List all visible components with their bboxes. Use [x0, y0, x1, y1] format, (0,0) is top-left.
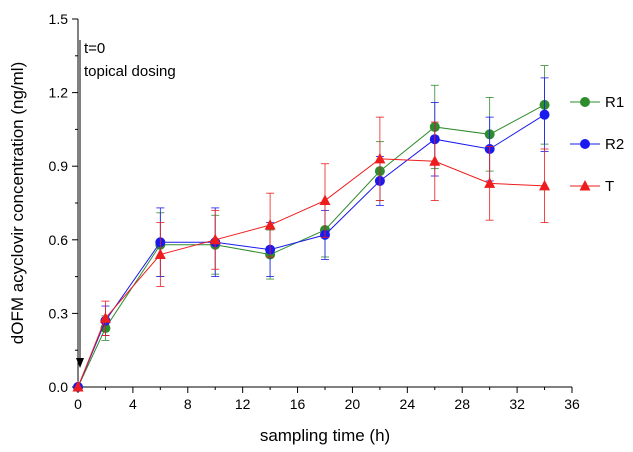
annotation-line-1: t=0: [84, 40, 105, 57]
x-tick-label: 16: [290, 396, 306, 412]
axes: 0 4 8 12 16 20 24 28 32 36 0.0 0.3 0.6 0.9 1.2 1.5: [49, 11, 580, 412]
y-tick-label: 1.5: [49, 11, 69, 27]
x-tick-label: 12: [235, 396, 251, 412]
legend-label: R1: [605, 94, 624, 111]
data-point: [539, 109, 550, 120]
legend-item-r1: R1: [570, 94, 624, 111]
series-t: [72, 116, 551, 392]
x-tick-label: 4: [129, 396, 137, 412]
series-r1: [73, 65, 550, 392]
x-tick-label: 24: [400, 396, 416, 412]
data-point: [99, 312, 111, 323]
data-point: [429, 155, 441, 166]
y-tick-label: 1.2: [49, 85, 69, 101]
y-tick-label: 0.0: [49, 379, 69, 395]
data-point: [72, 381, 84, 392]
data-point: [154, 248, 166, 260]
legend-item-r2: R2: [570, 136, 624, 153]
x-tick-label: 20: [345, 396, 361, 412]
legend: R1 R2 T: [570, 94, 624, 195]
y-axis-label: dOFM acyclovir concentration (ng/ml): [8, 62, 27, 344]
y-tick-label: 0.6: [49, 232, 69, 248]
y-tick-label: 0.3: [49, 305, 69, 321]
series-r2: [73, 77, 550, 392]
x-tick-label: 8: [184, 396, 192, 412]
x-tick-label: 32: [509, 396, 525, 412]
legend-label: T: [605, 178, 614, 195]
dosing-annotation: t=0 topical dosing: [76, 40, 176, 368]
data-point: [264, 219, 276, 230]
legend-label: R2: [605, 136, 624, 153]
dosing-arrow-head: [76, 358, 84, 368]
series-line: [77, 104, 545, 388]
data-point: [319, 194, 331, 206]
series-line: [77, 114, 545, 388]
legend-marker: [579, 180, 591, 191]
series-layer: [72, 65, 551, 392]
legend-marker: [580, 139, 590, 149]
annotation-line-2: topical dosing: [84, 63, 176, 80]
data-point: [539, 179, 551, 191]
x-axis-label: sampling time (h): [260, 426, 390, 445]
data-point: [209, 233, 221, 245]
legend-marker: [580, 97, 590, 107]
series-line: [77, 158, 545, 388]
y-tick-label: 0.9: [49, 158, 69, 174]
x-tick-label: 0: [74, 396, 82, 412]
legend-item-t: T: [570, 178, 614, 195]
x-tick-label: 36: [564, 396, 580, 412]
x-tick-label: 28: [454, 396, 470, 412]
data-point: [374, 152, 386, 164]
data-point: [484, 177, 496, 188]
